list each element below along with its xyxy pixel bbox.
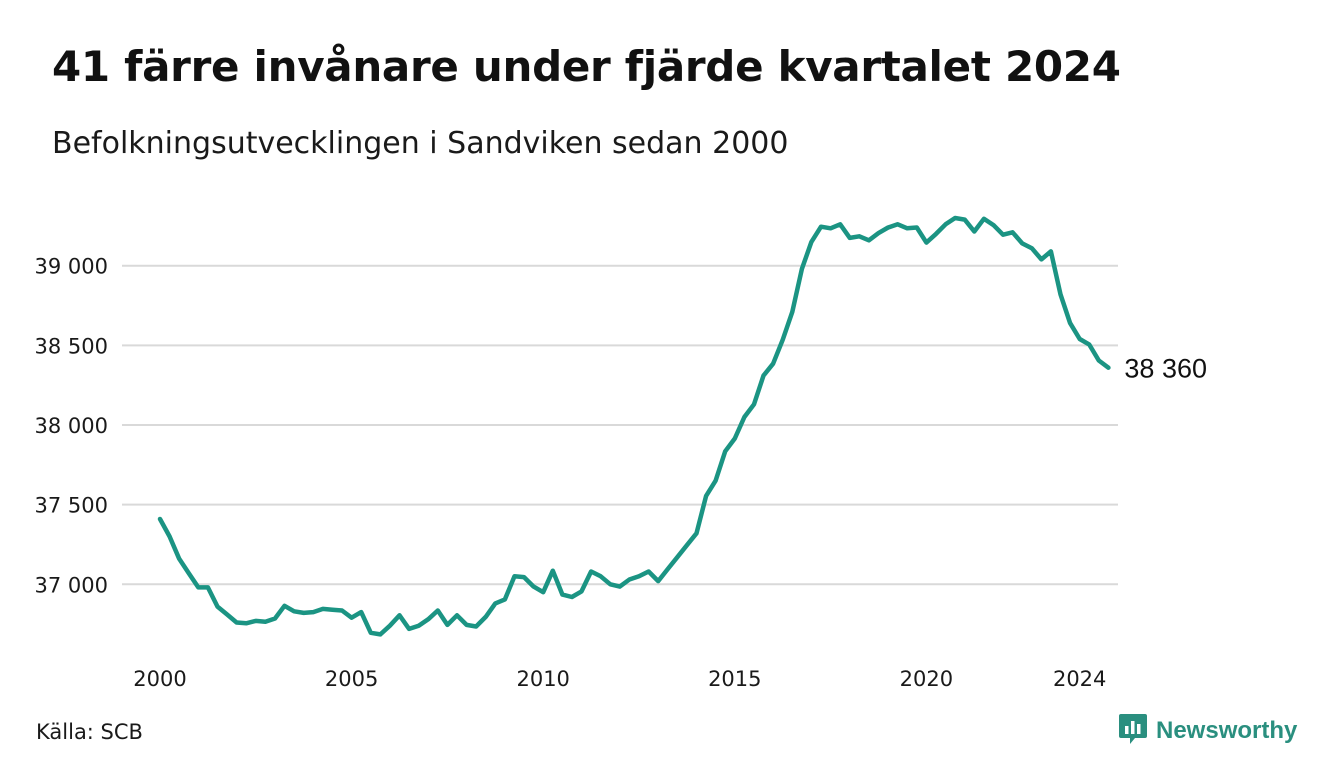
x-tick-label: 2005 [325, 667, 378, 691]
x-tick-label: 2010 [516, 667, 569, 691]
y-tick-label: 37 500 [35, 494, 108, 518]
gridlines [122, 264, 1118, 586]
x-tick-label: 2015 [708, 667, 761, 691]
x-tick-label: 2024 [1053, 667, 1106, 691]
chart-subtitle: Befolkningsutvecklingen i Sandviken seda… [52, 126, 789, 161]
x-tick-label: 2020 [900, 667, 953, 691]
x-tick-label: 2000 [133, 667, 186, 691]
end-value-label: 38 360 [1124, 354, 1207, 384]
brand-name: Newsworthy [1156, 717, 1298, 744]
y-tick-label: 38 000 [35, 414, 108, 438]
y-tick-label: 39 000 [35, 255, 108, 279]
bar-chart-speech-bubble-icon [1118, 712, 1148, 750]
population-line [157, 215, 1111, 637]
y-axis-ticks: 37 000 37 500 38 000 38 500 39 000 [35, 255, 108, 598]
brand-logo: Newsworthy [1118, 712, 1297, 750]
x-axis-ticks: 2000 2005 2010 2015 2020 2024 [133, 667, 1106, 691]
source-note: Källa: SCB [36, 720, 143, 744]
y-tick-label: 37 000 [35, 573, 108, 597]
y-tick-label: 38 500 [35, 334, 108, 358]
chart-title: 41 färre invånare under fjärde kvartalet… [52, 42, 1121, 91]
